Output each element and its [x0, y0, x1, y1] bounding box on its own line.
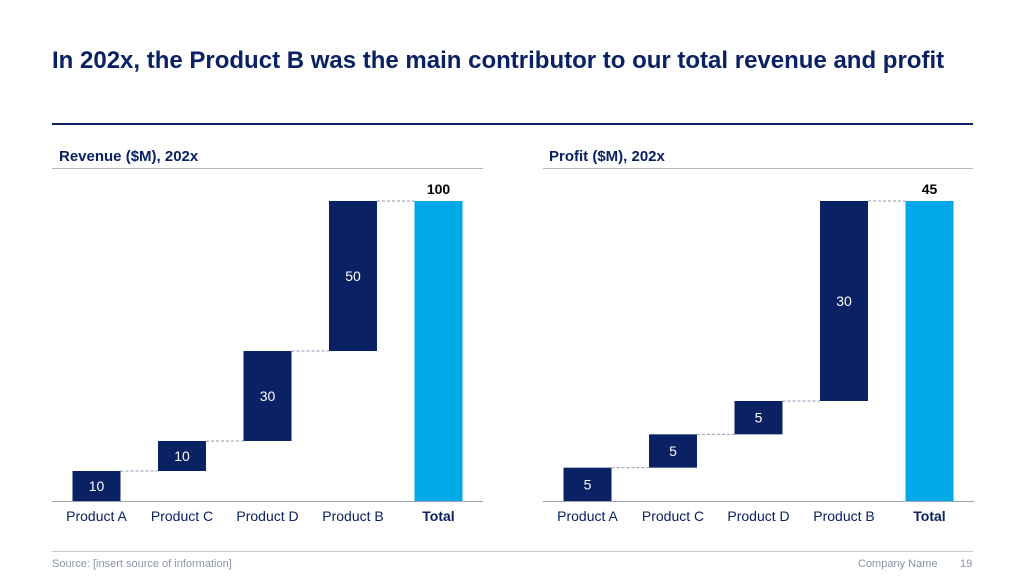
- profit-bar-total: [905, 201, 954, 501]
- revenue-bar-total: [414, 201, 463, 501]
- revenue-category-label: Product A: [66, 508, 127, 524]
- profit-data-label: 5: [755, 410, 763, 426]
- profit-chart-divider: [543, 168, 973, 169]
- profit-category-label: Product D: [727, 508, 789, 524]
- profit-waterfall-chart: 5 Product A 5 Product C 5 Product D 30 Product …: [543, 181, 974, 524]
- profit-data-label: 5: [584, 476, 592, 492]
- revenue-data-label: 30: [260, 388, 276, 404]
- profit-bar-product-d: [734, 401, 783, 435]
- profit-category-label: Total: [913, 508, 945, 524]
- footer-page-number: 19: [960, 558, 973, 570]
- profit-data-label: 5: [669, 443, 677, 459]
- title-divider: [52, 123, 973, 125]
- profit-category-label: Product C: [642, 508, 704, 524]
- revenue-category-label: Product B: [322, 508, 383, 524]
- profit-category-label: Product A: [557, 508, 618, 524]
- revenue-category-label: Product C: [151, 508, 213, 524]
- footer-source: Source: [insert source of information]: [52, 558, 232, 570]
- revenue-category-label: Product D: [236, 508, 298, 524]
- revenue-chart-divider: [52, 168, 483, 169]
- revenue-category-label: Total: [422, 508, 454, 524]
- revenue-bar-product-d: [243, 351, 292, 441]
- profit-bar-product-b: [820, 201, 868, 401]
- profit-data-label: 30: [836, 293, 852, 309]
- profit-bar-product-c: [649, 434, 697, 468]
- footer-divider: [52, 551, 973, 552]
- slide-title: In 202x, the Product B was the main cont…: [52, 47, 945, 74]
- profit-data-label: 45: [922, 181, 938, 197]
- revenue-chart-title: Revenue ($M), 202x: [59, 148, 199, 165]
- revenue-data-label: 10: [89, 478, 105, 494]
- revenue-bar-product-b: [329, 201, 377, 351]
- revenue-bar-product-c: [158, 441, 206, 471]
- footer-company-name: Company Name: [858, 558, 938, 570]
- revenue-data-label: 100: [427, 181, 451, 197]
- revenue-data-label: 50: [345, 268, 361, 284]
- profit-bar-product-a: [563, 467, 612, 501]
- profit-category-label: Product B: [813, 508, 874, 524]
- revenue-waterfall-chart: 10 Product A 10 Product C 30 Product D 50 Produ…: [52, 181, 483, 524]
- revenue-data-label: 10: [174, 448, 190, 464]
- profit-chart-title: Profit ($M), 202x: [549, 148, 665, 165]
- revenue-bar-product-a: [72, 471, 121, 501]
